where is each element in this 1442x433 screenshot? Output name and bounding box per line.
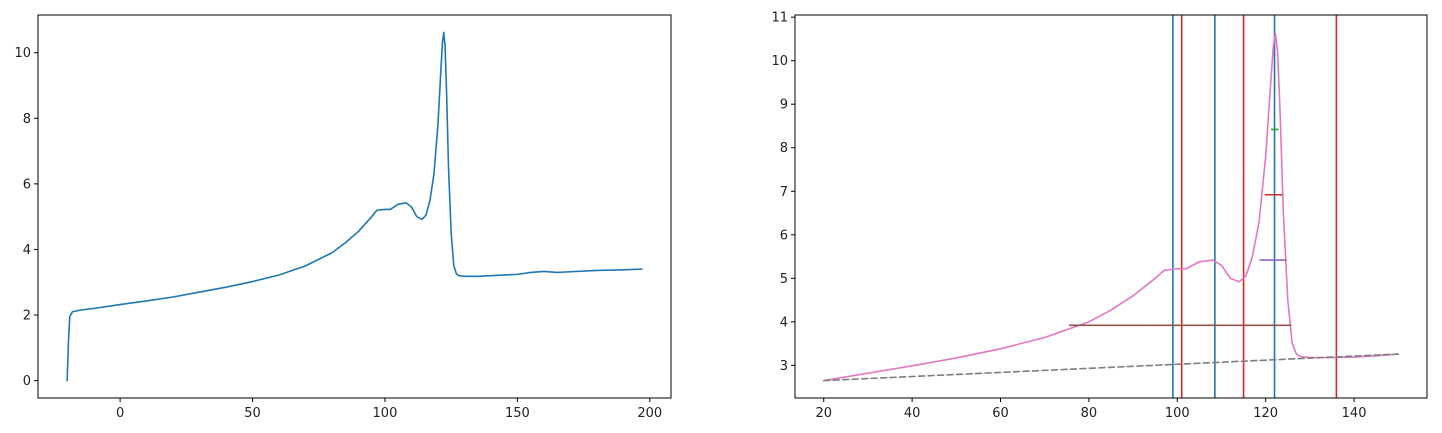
- x-tick-label: 50: [244, 406, 261, 421]
- y-tick-label: 11: [771, 11, 788, 26]
- y-tick-label: 0: [23, 374, 31, 389]
- x-tick-label: 0: [116, 406, 124, 421]
- y-tick-label: 6: [23, 177, 31, 192]
- y-tick-label: 10: [14, 46, 31, 61]
- x-tick-label: 80: [1081, 406, 1098, 421]
- x-tick-label: 40: [904, 406, 921, 421]
- series-line-signal: [66, 31, 643, 382]
- y-tick-label: 7: [780, 185, 788, 200]
- x-tick-label: 100: [373, 406, 398, 421]
- series-line-signal: [822, 32, 1400, 382]
- y-tick-label: 9: [780, 98, 788, 113]
- left-axes: 0 50 100 150 200 0 2 4 6 8 10: [14, 14, 672, 421]
- x-tick-label: 20: [815, 406, 832, 421]
- series-line-baseline: [822, 353, 1400, 382]
- y-tick-label: 3: [780, 359, 788, 374]
- x-tick-label: 150: [505, 406, 530, 421]
- x-tick-label: 200: [637, 406, 662, 421]
- right-axes: 20 40 60 80 100 120 140 3 4 5 6 7 8 9 10 11: [771, 11, 1428, 421]
- y-tick-label: 6: [780, 228, 788, 243]
- x-tick-label: 100: [1165, 406, 1190, 421]
- y-tick-label: 10: [771, 54, 788, 69]
- y-tick-label: 8: [23, 112, 31, 127]
- x-tick-label: 120: [1253, 406, 1278, 421]
- x-tick-label: 60: [992, 406, 1009, 421]
- y-tick-label: 8: [780, 141, 788, 156]
- y-tick-label: 4: [23, 243, 31, 258]
- y-tick-label: 5: [780, 272, 788, 287]
- y-tick-label: 4: [780, 315, 788, 330]
- x-tick-label: 140: [1342, 406, 1367, 421]
- y-tick-label: 2: [23, 309, 31, 324]
